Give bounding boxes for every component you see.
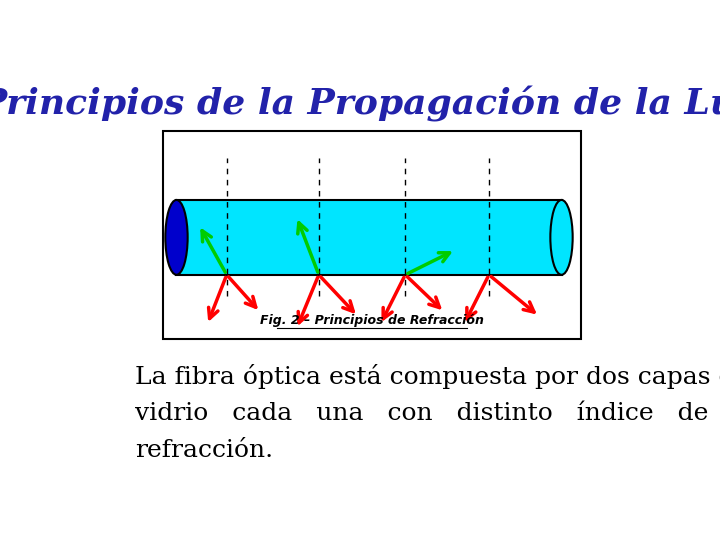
Text: vidrio   cada   una   con   distinto   índice   de: vidrio cada una con distinto índice de bbox=[135, 402, 708, 424]
Bar bbox=[163, 131, 581, 339]
Text: Fig. 2 – Principios de Refracción: Fig. 2 – Principios de Refracción bbox=[260, 314, 484, 327]
Text: La fibra óptica está compuesta por dos capas de: La fibra óptica está compuesta por dos c… bbox=[135, 364, 720, 389]
Ellipse shape bbox=[166, 200, 188, 275]
Text: refracción.: refracción. bbox=[135, 439, 273, 462]
Bar bbox=[176, 200, 562, 275]
Ellipse shape bbox=[550, 200, 572, 275]
Text: Principios de la Propagación de la Luz: Principios de la Propagación de la Luz bbox=[0, 85, 720, 122]
